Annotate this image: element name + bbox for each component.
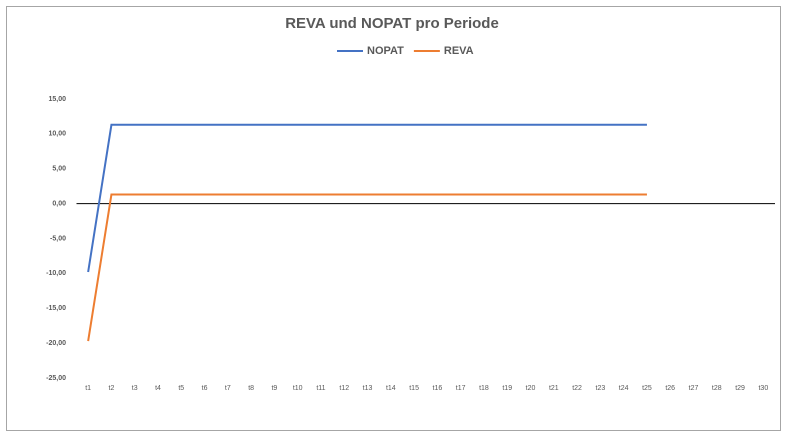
x-tick-label: t10 xyxy=(293,385,303,392)
x-tick-label: t7 xyxy=(225,385,231,392)
x-tick-label: t4 xyxy=(155,385,161,392)
legend-label: REVA xyxy=(444,45,474,57)
x-tick-label: t21 xyxy=(549,385,559,392)
x-tick-label: t30 xyxy=(758,385,768,392)
x-tick-label: t11 xyxy=(316,385,325,392)
x-tick-label: t22 xyxy=(572,385,582,392)
y-tick-label: 5,00 xyxy=(52,166,66,173)
y-tick-label: 15,00 xyxy=(48,96,66,103)
legend-label: NOPAT xyxy=(367,45,404,57)
x-tick-label: t6 xyxy=(202,385,208,392)
x-tick-label: t26 xyxy=(665,385,675,392)
x-tick-label: t3 xyxy=(132,385,138,392)
x-tick-label: t16 xyxy=(433,385,443,392)
x-tick-label: t15 xyxy=(409,385,419,392)
x-tick-label: t12 xyxy=(339,385,349,392)
x-tick-label: t28 xyxy=(712,385,722,392)
y-tick-label: 10,00 xyxy=(48,131,66,138)
x-tick-label: t14 xyxy=(386,385,396,392)
y-tick-label: -20,00 xyxy=(46,340,66,347)
series-line xyxy=(87,193,647,342)
x-tick-label: t20 xyxy=(526,385,536,392)
chart-title: REVA und NOPAT pro Periode xyxy=(285,15,499,32)
y-tick-label: -15,00 xyxy=(46,305,66,312)
series-line xyxy=(87,123,647,273)
x-tick-label: t25 xyxy=(642,385,652,392)
x-tick-label: t2 xyxy=(109,385,115,392)
x-tick-label: t9 xyxy=(271,385,277,392)
x-tick-label: t24 xyxy=(619,385,629,392)
y-tick-label: -25,00 xyxy=(46,375,66,382)
x-tick-label: t18 xyxy=(479,385,489,392)
x-tick-label: t8 xyxy=(248,385,254,392)
x-tick-label: t27 xyxy=(689,385,699,392)
x-tick-label: t13 xyxy=(363,385,373,392)
y-tick-label: -5,00 xyxy=(50,235,66,242)
x-tick-label: t1 xyxy=(85,385,91,392)
y-tick-label: -10,00 xyxy=(46,270,66,277)
x-tick-label: t19 xyxy=(502,385,512,392)
y-tick-label: 0,00 xyxy=(52,200,66,207)
x-tick-label: t29 xyxy=(735,385,745,392)
x-tick-label: t5 xyxy=(178,385,184,392)
x-tick-label: t23 xyxy=(596,385,606,392)
chart-frame xyxy=(6,6,781,431)
x-tick-label: t17 xyxy=(456,385,466,392)
